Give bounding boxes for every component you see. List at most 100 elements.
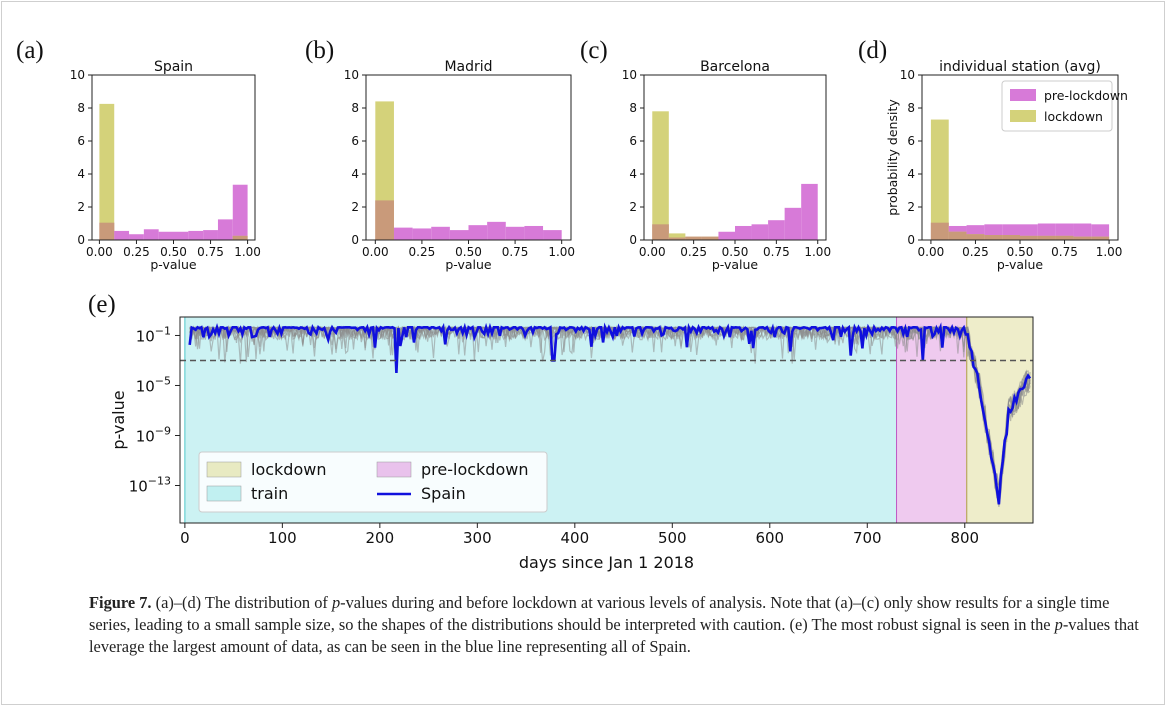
x-tick-label: 1.00 (1096, 245, 1123, 259)
bar-overlap (232, 235, 248, 240)
legend-swatch (1010, 110, 1036, 122)
bar-pre-lockdown (114, 230, 130, 240)
figure-7: (a) Spain 0.00 0.25 0.50 0.75 1.00 0 2 4 6 8 10 p-val… (16, 37, 1128, 572)
legend-swatch (206, 485, 242, 502)
y-tick-label: 0 (629, 233, 637, 247)
figure-caption: Figure 7. (a)–(d) The distribution of p-… (89, 592, 1139, 658)
timeseries-panel: (e) 0 100 200 300 400 500 600 700 800 days since J… (88, 291, 1034, 572)
y-tick-label: 10−1 (136, 324, 171, 345)
bar-overlap (1073, 236, 1092, 240)
bar-pre-lockdown (217, 219, 233, 240)
x-tick-label: 0.25 (409, 245, 436, 259)
y-tick-label: 6 (629, 134, 637, 148)
panel-title: individual station (avg) (939, 59, 1101, 75)
bar-overlap (99, 222, 115, 240)
bar-pre-lockdown (232, 184, 248, 240)
bar-overlap (930, 222, 949, 240)
histogram-panel: (b) Madrid 0.00 0.25 0.50 0.75 1.00 0 2 4 6 8 10 p-va… (305, 37, 575, 272)
bar-pre-lockdown (718, 231, 735, 240)
bar-overlap (1020, 235, 1038, 240)
x-axis-label: days since Jan 1 2018 (519, 553, 694, 572)
y-tick-label: 2 (907, 200, 915, 214)
x-tick-label: 800 (950, 529, 979, 547)
y-tick-label: 10−13 (129, 474, 171, 495)
legend-label: pre-lockdown (421, 460, 528, 479)
bar-overlap (948, 231, 967, 240)
x-tick-label: 0.00 (86, 245, 113, 259)
x-tick-label: 100 (268, 529, 297, 547)
caption-part: p (1054, 615, 1063, 634)
y-axis-label: probability density (885, 99, 900, 216)
caption-part: p (331, 593, 341, 612)
bar-pre-lockdown (487, 221, 506, 240)
bar-pre-lockdown (188, 230, 204, 240)
y-tick-label: 10 (900, 68, 915, 82)
panel-title: Spain (154, 59, 193, 75)
x-tick-label: 0.50 (1007, 245, 1034, 259)
bar-pre-lockdown (784, 207, 802, 240)
legend: pre-lockdown lockdown (1001, 80, 1128, 132)
y-tick-base: 10 (136, 327, 155, 345)
bar-pre-lockdown (801, 183, 818, 240)
axes-frame (365, 74, 572, 241)
y-tick-label: 2 (77, 200, 85, 214)
x-tick-label: 0 (180, 529, 190, 547)
bar-pre-lockdown (1073, 223, 1092, 240)
bar-overlap (984, 235, 1003, 240)
bar-pre-lockdown (393, 227, 413, 240)
y-axis-label: p-value (109, 390, 128, 449)
bar-overlap (1055, 235, 1074, 240)
bar-pre-lockdown (468, 225, 488, 240)
panel-title: Barcelona (700, 59, 770, 75)
x-tick-label: 0.75 (763, 245, 790, 259)
y-tick-base: 10 (136, 427, 155, 445)
legend: lockdown train pre-lockdown Spain (198, 451, 548, 513)
panel-label: (e) (88, 291, 116, 318)
bar-overlap (685, 236, 702, 240)
bar-lockdown (930, 119, 949, 240)
histogram-panel: (a) Spain 0.00 0.25 0.50 0.75 1.00 0 2 4 6 8 10 p-val… (16, 37, 261, 272)
bar-overlap (701, 236, 719, 240)
bar-overlap (1002, 235, 1020, 240)
x-tick-label: 500 (658, 529, 687, 547)
x-tick-label: 0.25 (680, 245, 707, 259)
bar-pre-lockdown (735, 225, 752, 240)
x-tick-label: 400 (560, 529, 589, 547)
x-axis-label: p-value (150, 257, 197, 272)
x-tick-label: 0.50 (455, 245, 482, 259)
legend-label: train (251, 484, 288, 503)
y-tick-exponent: −1 (155, 324, 171, 337)
x-tick-label: 0.25 (962, 245, 989, 259)
y-tick-label: 8 (629, 101, 637, 115)
bar-pre-lockdown (431, 226, 450, 240)
panel-label: (d) (858, 37, 887, 64)
x-tick-label: 0.75 (502, 245, 529, 259)
caption-part: -values during and before lockdown at va… (89, 593, 1110, 634)
bar-pre-lockdown (1091, 224, 1110, 240)
y-tick-label: 6 (907, 134, 915, 148)
y-tick-label: 8 (907, 101, 915, 115)
caption-part: -values that leverage the largest amount… (89, 615, 1139, 656)
bar-lockdown (652, 111, 669, 240)
x-tick-label: 0.75 (197, 245, 224, 259)
bar-pre-lockdown (129, 234, 144, 240)
x-tick-label: 0.50 (722, 245, 749, 259)
y-tick-label: 10 (622, 68, 637, 82)
y-tick-label: 10 (344, 68, 359, 82)
y-tick-label: 6 (351, 134, 359, 148)
histogram-panel: (c) Barcelona 0.00 0.25 0.50 0.75 1.00 0 2 4 6 8 10 p… (580, 37, 831, 272)
axes-frame (91, 74, 256, 241)
x-tick-label: 1.00 (804, 245, 831, 259)
y-tick-label: 0 (351, 233, 359, 247)
y-tick-label: 0 (907, 233, 915, 247)
legend-swatch (206, 461, 242, 478)
bar-pre-lockdown (412, 228, 432, 240)
bar-pre-lockdown (524, 225, 544, 240)
y-tick-label: 4 (629, 167, 637, 181)
bar-overlap (1037, 235, 1056, 240)
bar-pre-lockdown (543, 230, 562, 240)
bar-pre-lockdown (449, 230, 469, 240)
y-tick-exponent: −9 (155, 424, 171, 437)
y-tick-label: 2 (629, 200, 637, 214)
legend-swatch (376, 461, 412, 478)
